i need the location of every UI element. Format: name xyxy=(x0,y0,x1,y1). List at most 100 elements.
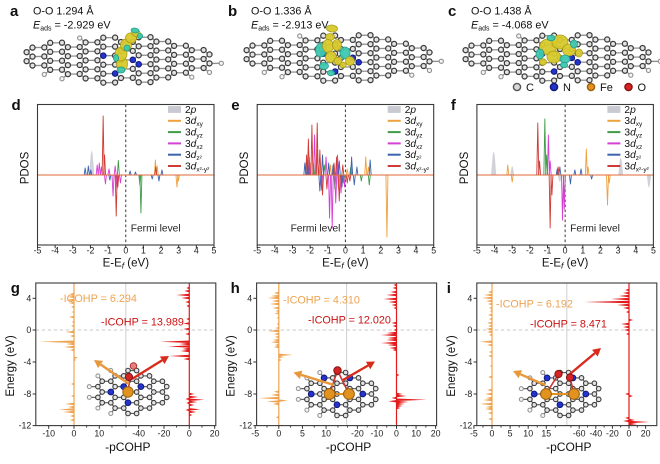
svg-text:-4: -4 xyxy=(51,246,59,256)
svg-text:-40: -40 xyxy=(589,429,602,439)
svg-text:d: d xyxy=(12,97,21,114)
svg-text:PDOS: PDOS xyxy=(20,151,32,184)
svg-text:-pCOHP: -pCOHP xyxy=(326,440,371,454)
svg-text:e: e xyxy=(231,97,239,114)
svg-text:10: 10 xyxy=(321,429,331,439)
svg-text:-ICOHP = 8.471: -ICOHP = 8.471 xyxy=(530,319,607,331)
svg-text:-4: -4 xyxy=(464,357,472,367)
svg-text:a: a xyxy=(10,3,19,20)
svg-text:0: 0 xyxy=(467,325,472,335)
svg-text:Energy (eV): Energy (eV) xyxy=(446,335,458,397)
svg-text:2: 2 xyxy=(159,246,164,256)
svg-text:10: 10 xyxy=(523,429,533,439)
svg-text:-1: -1 xyxy=(104,246,112,256)
svg-text:-20: -20 xyxy=(606,429,619,439)
svg-text:-ICOHP = 13.989: -ICOHP = 13.989 xyxy=(101,317,184,329)
svg-text:-3: -3 xyxy=(289,246,297,256)
svg-text:1: 1 xyxy=(361,246,366,256)
svg-text:-5: -5 xyxy=(251,429,259,439)
svg-text:0: 0 xyxy=(627,429,632,439)
svg-text:-4: -4 xyxy=(271,246,279,256)
svg-text:10: 10 xyxy=(411,429,421,439)
svg-text:-4: -4 xyxy=(23,357,31,367)
svg-text:1: 1 xyxy=(141,246,146,256)
svg-text:0: 0 xyxy=(187,429,192,439)
svg-text:2p: 2p xyxy=(624,105,636,116)
svg-text:-pCOHP: -pCOHP xyxy=(546,440,591,454)
svg-text:E-Ef (eV): E-Ef (eV) xyxy=(103,258,150,271)
svg-text:-pCOHP: -pCOHP xyxy=(105,440,150,454)
svg-text:O-O 1.336 Å: O-O 1.336 Å xyxy=(251,5,312,18)
svg-text:Energy (eV): Energy (eV) xyxy=(5,335,17,397)
svg-text:20: 20 xyxy=(431,429,441,439)
svg-text:-3: -3 xyxy=(69,246,77,256)
svg-text:-8: -8 xyxy=(23,389,31,399)
svg-text:C: C xyxy=(526,82,534,94)
svg-text:-ICOHP = 6.294: -ICOHP = 6.294 xyxy=(60,293,137,305)
svg-text:E-Ef (eV): E-Ef (eV) xyxy=(322,258,369,271)
svg-text:b: b xyxy=(228,3,237,20)
svg-text:0: 0 xyxy=(343,246,348,256)
svg-text:-20: -20 xyxy=(351,429,364,439)
svg-text:O: O xyxy=(638,82,647,94)
svg-text:5: 5 xyxy=(212,246,217,256)
svg-text:E-Ef (eV): E-Ef (eV) xyxy=(542,258,589,271)
svg-text:4: 4 xyxy=(414,246,419,256)
svg-text:Fermi level: Fermi level xyxy=(131,224,181,235)
svg-text:-20: -20 xyxy=(158,429,171,439)
svg-text:-12: -12 xyxy=(19,421,32,431)
svg-text:Energy (eV): Energy (eV) xyxy=(226,335,238,397)
svg-text:2p: 2p xyxy=(405,105,417,116)
svg-text:-1: -1 xyxy=(544,246,552,256)
svg-text:g: g xyxy=(11,280,20,297)
svg-text:-10: -10 xyxy=(371,429,384,439)
svg-text:0: 0 xyxy=(563,246,568,256)
svg-text:-12: -12 xyxy=(239,421,252,431)
svg-text:-1: -1 xyxy=(324,246,332,256)
svg-text:PDOS: PDOS xyxy=(239,151,251,184)
svg-text:h: h xyxy=(231,280,240,297)
svg-text:O-O 1.294 Å: O-O 1.294 Å xyxy=(33,5,94,18)
svg-text:Fermi level: Fermi level xyxy=(291,224,341,235)
svg-text:-ICOHP = 4.310: -ICOHP = 4.310 xyxy=(283,295,360,307)
svg-text:O-O 1.438 Å: O-O 1.438 Å xyxy=(471,5,532,18)
svg-text:-4: -4 xyxy=(491,246,499,256)
svg-text:N: N xyxy=(563,82,571,94)
svg-text:2p: 2p xyxy=(185,105,197,116)
svg-text:-5: -5 xyxy=(473,246,481,256)
svg-text:-2: -2 xyxy=(306,246,314,256)
svg-text:5: 5 xyxy=(508,429,513,439)
svg-text:4: 4 xyxy=(194,246,199,256)
svg-text:5: 5 xyxy=(300,429,305,439)
svg-text:0: 0 xyxy=(123,246,128,256)
svg-text:-ICOHP = 12.020: -ICOHP = 12.020 xyxy=(308,315,391,327)
svg-text:20: 20 xyxy=(210,429,220,439)
svg-text:0: 0 xyxy=(247,325,252,335)
svg-text:4: 4 xyxy=(633,246,638,256)
svg-text:-60: -60 xyxy=(573,429,586,439)
svg-text:3: 3 xyxy=(396,246,401,256)
svg-text:0: 0 xyxy=(394,429,399,439)
svg-text:Fe: Fe xyxy=(600,82,613,94)
svg-text:1: 1 xyxy=(580,246,585,256)
svg-text:15: 15 xyxy=(541,429,551,439)
svg-text:i: i xyxy=(447,280,451,297)
svg-text:2: 2 xyxy=(598,246,603,256)
svg-text:3: 3 xyxy=(176,246,181,256)
svg-text:-10: -10 xyxy=(42,429,55,439)
svg-text:c: c xyxy=(448,3,456,20)
svg-text:2: 2 xyxy=(378,246,383,256)
svg-text:20: 20 xyxy=(641,429,651,439)
svg-text:-5: -5 xyxy=(470,429,478,439)
svg-text:-8: -8 xyxy=(464,389,472,399)
svg-text:-40: -40 xyxy=(132,429,145,439)
svg-text:-5: -5 xyxy=(253,246,261,256)
svg-text:0: 0 xyxy=(490,429,495,439)
svg-text:0: 0 xyxy=(26,325,31,335)
svg-text:PDOS: PDOS xyxy=(459,151,471,184)
svg-text:4: 4 xyxy=(467,293,472,303)
svg-text:-ICOHP = 6.192: -ICOHP = 6.192 xyxy=(496,299,573,311)
svg-text:Fermi level: Fermi level xyxy=(570,224,620,235)
svg-text:4: 4 xyxy=(247,293,252,303)
svg-text:-4: -4 xyxy=(244,357,252,367)
